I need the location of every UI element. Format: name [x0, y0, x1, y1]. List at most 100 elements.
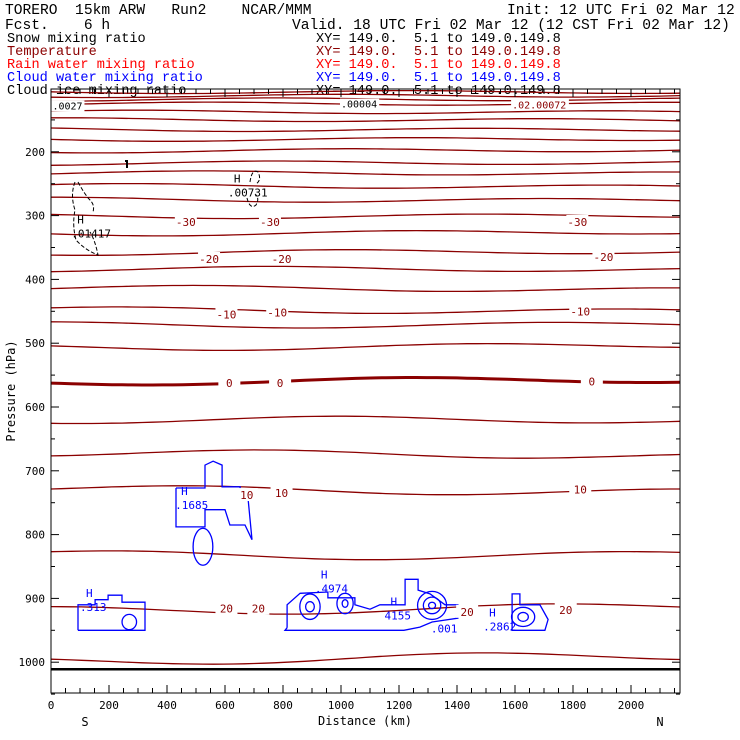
y-tick-label: 300: [25, 210, 45, 223]
x-tick-label: 1600: [502, 699, 529, 712]
isotherm-label: -30: [176, 216, 196, 229]
isotherm: [50, 93, 681, 99]
isotherm-label-bg: [266, 305, 289, 319]
isotherm: [50, 148, 681, 154]
south-end-label: S: [81, 715, 88, 729]
y-tick-label: 900: [25, 592, 45, 605]
top-contour-label-bg: [51, 100, 85, 112]
y-tick-label: 200: [25, 146, 45, 159]
field-xy-snow: XY= 149.0. 5.1 to 149.0.149.8: [316, 32, 561, 47]
cloud-water-contour-ring: [299, 593, 321, 621]
x-tick-label: 1200: [386, 699, 413, 712]
init-time: Init: 12 UTC Fri 02 Mar 12: [507, 3, 735, 19]
isotherm-label-bg: [580, 374, 603, 388]
maximum-marker: H: [321, 569, 328, 582]
field-xy-cloud-water: XY= 149.0. 5.1 to 149.0.149.8: [316, 71, 561, 86]
isotherm: [50, 229, 681, 237]
x-axis-title: Distance (km): [318, 714, 412, 728]
cloud-water-contour-ring: [192, 527, 214, 566]
isotherm-label-bg: [566, 214, 589, 228]
y-axis-title: Pressure (hPa): [4, 340, 18, 441]
isotherm: [50, 284, 681, 293]
isotherm-label: -20: [199, 253, 219, 266]
plot-frame: [50, 88, 681, 694]
maximum-value: .01417: [71, 227, 111, 240]
y-tick-label: 600: [25, 401, 45, 414]
cloud-water-contour: [283, 578, 459, 631]
isotherm-label-bg: [569, 304, 592, 318]
maximum-value: 4155: [385, 610, 412, 623]
ice-contour: [246, 170, 261, 207]
field-label-cloud-water: Cloud water mixing ratio: [7, 71, 203, 86]
y-tick-label: 400: [25, 273, 45, 286]
maximum-value: .001: [431, 622, 458, 635]
isotherm-label: -30: [567, 216, 587, 229]
x-tick-label: 1000: [328, 699, 355, 712]
isotherm-label-bg: [235, 488, 258, 502]
maximum-marker: H: [489, 606, 496, 619]
isotherm-label: 10: [240, 489, 253, 502]
isotherm-label-bg: [218, 375, 241, 389]
isotherm: [50, 342, 681, 352]
isotherm: [50, 415, 681, 425]
maximum-marker: H: [234, 173, 241, 186]
x-tick-label: 0: [48, 699, 55, 712]
field-label-temperature: Temperature: [7, 45, 97, 60]
cloud-water-contour-ring: [121, 613, 138, 631]
isotherm: [50, 550, 681, 561]
cloud-water-contour-ring: [336, 592, 354, 615]
isotherm-label-bg: [198, 251, 221, 265]
cloud-ice-contours: [72, 160, 261, 256]
isotherm: [50, 170, 681, 176]
isotherm: [50, 265, 681, 273]
top-contour-label: .0027: [52, 102, 82, 113]
field-label-snow: Snow mixing ratio: [7, 32, 146, 47]
isotherm-label-bg: [174, 214, 197, 228]
maximum-marker: H: [86, 587, 93, 600]
cloud-water-contour-ring: [510, 606, 536, 628]
isotherm-label: 0: [226, 377, 233, 390]
isotherm: [50, 137, 681, 142]
isotherm-label-bg: [270, 251, 293, 265]
y-tick-label: 1000: [19, 656, 46, 669]
isotherm-label: 0: [277, 377, 284, 390]
isotherm-label: -10: [570, 305, 590, 318]
valid-time: Valid. 18 UTC Fri 02 Mar 12 (12 CST Fri …: [292, 18, 730, 34]
snow-fragment: [125, 160, 128, 168]
isotherm: [50, 109, 681, 115]
x-tick-label: 1400: [444, 699, 471, 712]
isotherm-label-bg: [269, 375, 292, 389]
cloud-water-contour-ring: [422, 596, 442, 615]
x-tick-label: 600: [215, 699, 235, 712]
cloud-water-contour: [77, 594, 146, 631]
isotherm-label-bg: [456, 604, 479, 618]
model-title: TORERO 15km ARW Run2 NCAR/MMM: [5, 3, 312, 19]
isotherm-label: -20: [272, 253, 292, 266]
isotherm-label: 10: [574, 483, 587, 496]
isotherm: [51, 117, 681, 123]
field-label-cloud-ice: Cloud ice mixing ratio: [7, 84, 187, 99]
isotherm: [50, 652, 681, 665]
isotherm-label: 0: [589, 375, 596, 388]
top-contour-label-bg: [340, 98, 380, 110]
isotherm-label: 20: [252, 603, 265, 616]
x-tick-label: 400: [157, 699, 177, 712]
field-label-rain: Rain water mixing ratio: [7, 58, 195, 73]
y-tick-label: 800: [25, 529, 45, 542]
ice-contour: [72, 181, 99, 256]
isotherm-label: 20: [220, 603, 233, 616]
isotherm: [50, 449, 681, 459]
maximum-value: .1685: [175, 499, 208, 512]
cloud-water-contour-ring: [517, 611, 529, 623]
isotherm-label-bg: [258, 214, 281, 228]
y-tick-label: 700: [25, 465, 45, 478]
cloud-water-contour-ring: [416, 590, 448, 621]
x-tick-label: 1800: [560, 699, 587, 712]
y-tick-label: 500: [25, 337, 45, 350]
isotherm-label: 20: [461, 606, 474, 619]
isotherm: [50, 89, 681, 95]
maximum-value: .4974: [315, 583, 348, 596]
top-contour-label-bg: [511, 99, 569, 111]
